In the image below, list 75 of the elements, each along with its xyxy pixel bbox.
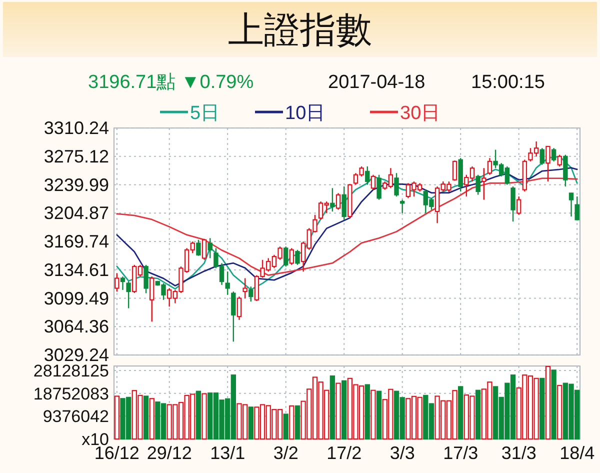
candlestick <box>365 166 370 186</box>
candlestick <box>208 238 212 259</box>
candlestick <box>563 154 568 188</box>
bar <box>196 390 202 440</box>
candlestick <box>476 174 480 196</box>
candlestick <box>540 147 544 166</box>
y-tick-label: 3169.74 <box>44 232 109 252</box>
x-tick-label: 31/3 <box>501 443 536 463</box>
candlestick <box>452 160 458 182</box>
y-tick-label: 18752083 <box>33 384 109 404</box>
chart-title: 上證指數 <box>228 9 372 50</box>
y-tick-label: 3064.36 <box>44 316 109 337</box>
text: 2017-04-18 <box>328 72 426 93</box>
candlestick <box>342 186 346 220</box>
bar <box>330 375 336 440</box>
legend-label: 5日 <box>190 103 220 124</box>
candlestick <box>546 145 550 182</box>
bar <box>364 384 370 440</box>
x-tick-label: 13/1 <box>210 443 246 463</box>
bar <box>143 396 149 440</box>
y-tick-label: 3099.49 <box>44 288 109 308</box>
line-series <box>116 178 578 276</box>
y-tick-label: 3310.24 <box>44 118 109 138</box>
candlestick <box>516 196 522 216</box>
x-tick-label: 3/3 <box>390 443 415 463</box>
candlestick <box>376 174 382 200</box>
candlestick <box>487 157 492 176</box>
bar <box>294 405 300 440</box>
candlestick <box>120 276 126 291</box>
text: 15:00:15 <box>471 72 545 93</box>
bar <box>475 390 481 440</box>
candlestick <box>568 192 574 218</box>
bar <box>342 380 347 440</box>
candlestick <box>283 246 288 268</box>
legend-label: 30日 <box>400 103 440 124</box>
candlestick <box>394 172 399 198</box>
y-tick-label: 3239.99 <box>44 174 109 195</box>
legend-label: 10日 <box>285 103 326 124</box>
candlestick <box>510 186 516 222</box>
candlestick <box>400 199 405 214</box>
bar <box>458 386 464 440</box>
candlestick <box>202 238 207 260</box>
x-tick-label: 17/3 <box>443 443 478 463</box>
bar <box>283 414 288 440</box>
candlestick <box>551 147 556 162</box>
candlestick <box>557 154 562 168</box>
candlestick <box>126 280 131 309</box>
candlestick <box>370 174 376 190</box>
x-tick-label: 17/2 <box>326 443 362 463</box>
candlestick <box>330 188 335 212</box>
x-tick-label: 18/4 <box>560 443 595 463</box>
candlestick <box>248 286 254 302</box>
y-tick-label: 3275.12 <box>44 146 109 166</box>
candlestick <box>242 278 248 299</box>
candlestick <box>336 192 341 210</box>
bar <box>248 406 254 440</box>
bar <box>551 370 556 440</box>
bar <box>376 390 382 440</box>
candlestick <box>225 270 230 296</box>
bar <box>540 378 545 440</box>
x-tick-label: 29/12 <box>146 443 192 463</box>
x-tick-label: 3/2 <box>273 443 298 463</box>
candlestick <box>482 168 486 200</box>
y-tick-label: 9376042 <box>42 407 109 426</box>
candlestick <box>295 249 300 266</box>
candlestick <box>144 264 148 294</box>
candlestick <box>231 290 236 342</box>
candlestick <box>574 196 580 221</box>
y-tick-label: 3134.61 <box>44 260 109 280</box>
candlestick <box>196 239 201 256</box>
y-tick-label: 3204.87 <box>44 203 109 224</box>
candlestick <box>150 276 154 322</box>
chart-subtitle: 3196.71點 ▼0.79% <box>88 72 254 93</box>
candlestick <box>289 248 294 266</box>
candlestick <box>236 296 242 320</box>
